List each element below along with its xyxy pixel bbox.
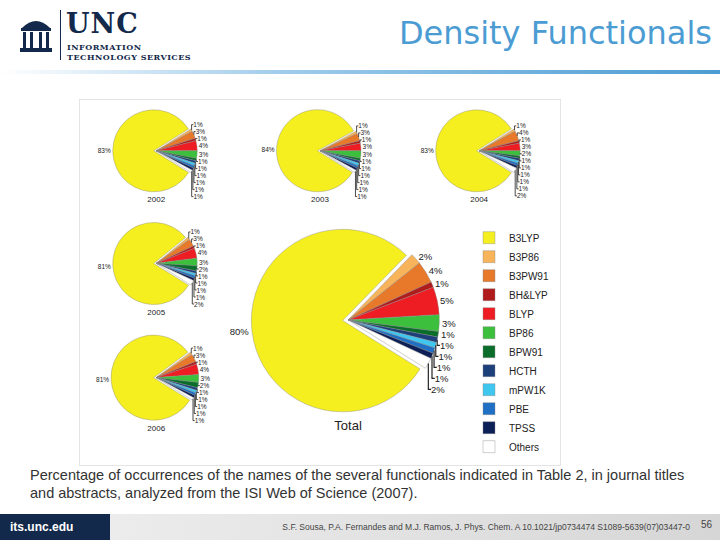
svg-text:1%: 1% xyxy=(521,157,531,164)
svg-text:81%: 81% xyxy=(96,376,109,383)
svg-text:mPW1K: mPW1K xyxy=(509,385,546,396)
svg-text:BLYP: BLYP xyxy=(509,309,534,320)
html-text:TECHNOLOGY SERVICES: TECHNOLOGY SERVICES xyxy=(67,52,192,62)
svg-text:1%: 1% xyxy=(199,389,209,396)
html-text:INFORMATION: INFORMATION xyxy=(67,42,142,52)
svg-text:1%: 1% xyxy=(197,172,207,179)
svg-text:1%: 1% xyxy=(197,280,207,287)
svg-text:3%: 3% xyxy=(193,235,203,242)
svg-text:1%: 1% xyxy=(198,359,208,366)
svg-text:2006: 2006 xyxy=(147,424,165,433)
svg-text:2005: 2005 xyxy=(147,308,165,317)
svg-text:84%: 84% xyxy=(262,146,275,153)
svg-text:1%: 1% xyxy=(359,179,369,186)
svg-text:Others: Others xyxy=(509,442,539,453)
svg-text:1%: 1% xyxy=(362,136,372,143)
svg-text:1%: 1% xyxy=(520,178,530,185)
svg-text:3%: 3% xyxy=(522,143,532,150)
svg-text:1%: 1% xyxy=(196,294,206,301)
svg-text:3%: 3% xyxy=(196,352,206,359)
html-text:UNC: UNC xyxy=(66,8,139,39)
html-text:56: 56 xyxy=(700,519,712,530)
svg-text:1%: 1% xyxy=(191,228,201,235)
svg-text:4%: 4% xyxy=(429,265,443,276)
svg-text:3%: 3% xyxy=(196,128,206,135)
svg-text:2%: 2% xyxy=(522,150,532,157)
svg-text:1%: 1% xyxy=(197,165,207,172)
svg-text:80%: 80% xyxy=(230,326,250,337)
svg-text:B3P86: B3P86 xyxy=(509,252,539,263)
svg-text:1%: 1% xyxy=(357,193,367,200)
svg-text:1%: 1% xyxy=(440,340,454,351)
svg-text:4%: 4% xyxy=(200,366,210,373)
svg-text:2%: 2% xyxy=(200,382,210,389)
svg-text:PBE: PBE xyxy=(509,404,529,415)
html-text:Density Functionals: Density Functionals xyxy=(398,14,712,52)
svg-text:2%: 2% xyxy=(194,301,204,308)
svg-text:1%: 1% xyxy=(437,362,451,373)
svg-text:2%: 2% xyxy=(517,192,527,199)
svg-text:1%: 1% xyxy=(521,164,531,171)
svg-text:Total: Total xyxy=(334,418,362,433)
svg-text:1%: 1% xyxy=(362,158,372,165)
svg-text:2%: 2% xyxy=(199,266,209,273)
svg-text:1%: 1% xyxy=(358,122,368,129)
svg-text:1%: 1% xyxy=(193,345,203,352)
svg-text:2%: 2% xyxy=(419,251,433,262)
svg-text:1%: 1% xyxy=(516,122,526,129)
svg-text:83%: 83% xyxy=(421,147,434,154)
svg-text:4%: 4% xyxy=(198,249,208,256)
svg-text:1%: 1% xyxy=(520,171,530,178)
svg-text:1%: 1% xyxy=(196,242,206,249)
svg-text:1%: 1% xyxy=(198,158,208,165)
html-text:S.F. Sousa, P.A. Fernandes and: S.F. Sousa, P.A. Fernandes and M.J. Ramo… xyxy=(282,522,690,532)
svg-text:1%: 1% xyxy=(360,172,370,179)
svg-text:1%: 1% xyxy=(439,351,453,362)
svg-text:BPW91: BPW91 xyxy=(509,347,543,358)
svg-text:3%: 3% xyxy=(360,129,370,136)
svg-text:1%: 1% xyxy=(196,179,206,186)
svg-text:1%: 1% xyxy=(193,193,203,200)
svg-text:1%: 1% xyxy=(198,396,208,403)
svg-text:81%: 81% xyxy=(98,263,111,270)
svg-text:5%: 5% xyxy=(440,295,454,306)
html-text:its.unc.edu: its.unc.edu xyxy=(10,520,74,534)
svg-text:1%: 1% xyxy=(197,403,207,410)
svg-text:3%: 3% xyxy=(199,259,209,266)
svg-text:3%: 3% xyxy=(442,318,456,329)
svg-text:B3PW91: B3PW91 xyxy=(509,271,549,282)
svg-text:4%: 4% xyxy=(519,129,529,136)
svg-text:1%: 1% xyxy=(361,165,371,172)
svg-text:3%: 3% xyxy=(201,375,211,382)
svg-text:3%: 3% xyxy=(199,151,209,158)
svg-text:83%: 83% xyxy=(98,147,111,154)
svg-text:1%: 1% xyxy=(441,329,455,340)
svg-text:3%: 3% xyxy=(363,151,373,158)
svg-text:1%: 1% xyxy=(193,121,203,128)
svg-text:TPSS: TPSS xyxy=(509,423,535,434)
svg-text:2004: 2004 xyxy=(470,195,488,204)
svg-text:1%: 1% xyxy=(195,417,205,424)
svg-text:1%: 1% xyxy=(519,185,529,192)
svg-text:1%: 1% xyxy=(198,273,208,280)
svg-text:1%: 1% xyxy=(195,186,205,193)
svg-text:2002: 2002 xyxy=(147,195,165,204)
svg-text:1%: 1% xyxy=(196,410,206,417)
svg-text:4%: 4% xyxy=(199,142,209,149)
svg-text:BH&LYP: BH&LYP xyxy=(509,290,548,301)
svg-text:1%: 1% xyxy=(435,278,449,289)
svg-text:1%: 1% xyxy=(197,287,207,294)
svg-text:1%: 1% xyxy=(358,186,368,193)
html-text:Percentage of occurrences of t: Percentage of occurrences of the names o… xyxy=(30,467,685,501)
svg-text:3%: 3% xyxy=(363,143,373,150)
svg-text:HCTH: HCTH xyxy=(509,366,537,377)
svg-text:1%: 1% xyxy=(435,373,449,384)
svg-text:1%: 1% xyxy=(197,135,207,142)
svg-text:2%: 2% xyxy=(431,384,445,395)
svg-text:1%: 1% xyxy=(521,136,531,143)
svg-text:BP86: BP86 xyxy=(509,328,534,339)
svg-text:B3LYP: B3LYP xyxy=(509,233,540,244)
svg-text:2003: 2003 xyxy=(311,195,329,204)
